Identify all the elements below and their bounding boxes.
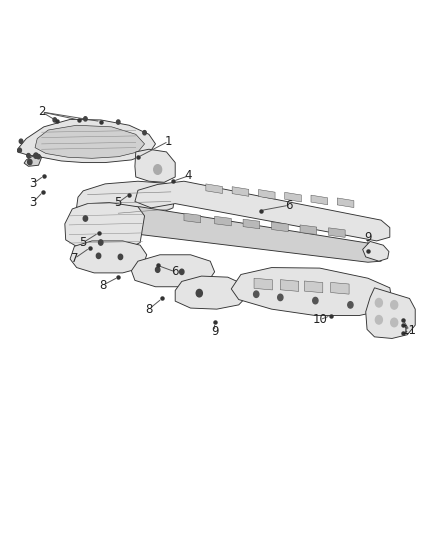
Polygon shape bbox=[206, 184, 223, 193]
Polygon shape bbox=[135, 149, 175, 182]
Text: 9: 9 bbox=[364, 231, 372, 244]
Polygon shape bbox=[366, 288, 415, 338]
Polygon shape bbox=[280, 280, 299, 292]
Text: 6: 6 bbox=[171, 265, 179, 278]
Text: 5: 5 bbox=[80, 236, 87, 249]
Circle shape bbox=[154, 165, 162, 174]
Circle shape bbox=[19, 139, 23, 143]
Circle shape bbox=[374, 296, 384, 309]
Text: 9: 9 bbox=[211, 325, 219, 338]
Polygon shape bbox=[215, 216, 231, 226]
Circle shape bbox=[117, 120, 120, 124]
Circle shape bbox=[348, 302, 353, 308]
Circle shape bbox=[180, 269, 184, 274]
Polygon shape bbox=[184, 213, 201, 223]
Circle shape bbox=[375, 298, 382, 307]
Polygon shape bbox=[363, 241, 389, 261]
Text: 2: 2 bbox=[38, 106, 46, 118]
Polygon shape bbox=[328, 228, 345, 237]
Polygon shape bbox=[243, 219, 260, 229]
Text: 3: 3 bbox=[29, 196, 36, 209]
Polygon shape bbox=[77, 181, 175, 219]
Circle shape bbox=[313, 297, 318, 304]
Text: 4: 4 bbox=[184, 169, 192, 182]
Circle shape bbox=[143, 131, 146, 135]
Text: 10: 10 bbox=[312, 313, 327, 326]
Circle shape bbox=[254, 291, 259, 297]
Polygon shape bbox=[231, 268, 392, 316]
Polygon shape bbox=[258, 190, 275, 199]
Circle shape bbox=[155, 267, 160, 272]
Circle shape bbox=[391, 318, 398, 327]
Text: 3: 3 bbox=[29, 177, 36, 190]
Circle shape bbox=[375, 316, 382, 324]
Circle shape bbox=[27, 154, 30, 158]
Text: 8: 8 bbox=[145, 303, 152, 316]
Circle shape bbox=[99, 240, 103, 245]
Text: 6: 6 bbox=[285, 199, 293, 212]
Circle shape bbox=[151, 161, 164, 177]
Polygon shape bbox=[35, 125, 145, 158]
Circle shape bbox=[389, 316, 399, 329]
Circle shape bbox=[83, 216, 88, 221]
Polygon shape bbox=[304, 281, 323, 293]
Circle shape bbox=[53, 118, 57, 122]
Polygon shape bbox=[70, 241, 147, 273]
Circle shape bbox=[96, 253, 101, 259]
Circle shape bbox=[37, 155, 40, 159]
Polygon shape bbox=[65, 203, 145, 252]
Circle shape bbox=[84, 117, 87, 121]
Circle shape bbox=[389, 298, 399, 311]
Polygon shape bbox=[272, 222, 288, 232]
Polygon shape bbox=[300, 225, 317, 235]
Polygon shape bbox=[232, 187, 249, 196]
Circle shape bbox=[34, 153, 38, 158]
Circle shape bbox=[278, 294, 283, 301]
Polygon shape bbox=[24, 154, 42, 166]
Polygon shape bbox=[331, 282, 349, 294]
Circle shape bbox=[196, 289, 202, 297]
Polygon shape bbox=[131, 255, 215, 287]
Text: 7: 7 bbox=[71, 252, 78, 265]
Polygon shape bbox=[311, 195, 328, 205]
Text: 11: 11 bbox=[402, 324, 417, 337]
Polygon shape bbox=[254, 278, 272, 290]
Circle shape bbox=[374, 313, 384, 326]
Polygon shape bbox=[79, 207, 385, 262]
Text: 5: 5 bbox=[115, 196, 122, 209]
Polygon shape bbox=[285, 192, 301, 202]
Circle shape bbox=[18, 148, 21, 152]
Polygon shape bbox=[135, 181, 390, 241]
Polygon shape bbox=[18, 119, 155, 163]
Polygon shape bbox=[175, 276, 247, 309]
Circle shape bbox=[391, 301, 398, 309]
Text: 8: 8 bbox=[99, 279, 106, 292]
Circle shape bbox=[118, 254, 123, 260]
Polygon shape bbox=[337, 198, 354, 207]
Text: 1: 1 bbox=[165, 135, 173, 148]
Circle shape bbox=[28, 159, 32, 165]
